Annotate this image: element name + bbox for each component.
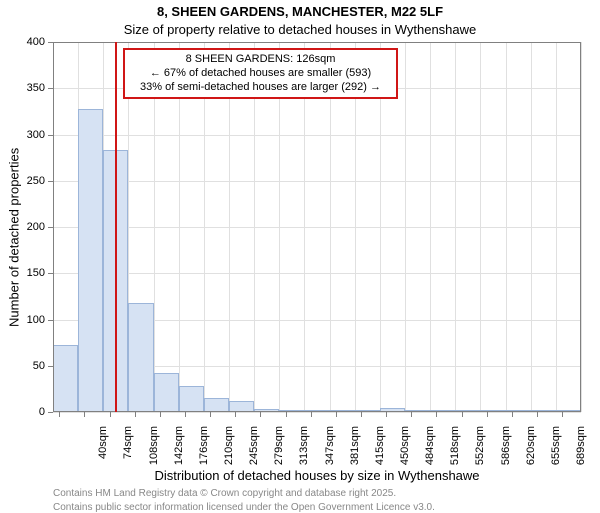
x-tick-label: 40sqm xyxy=(97,426,109,476)
x-tick-label: 108sqm xyxy=(148,426,160,476)
y-tick-label: 300 xyxy=(13,129,45,141)
axis-left xyxy=(53,42,54,412)
x-tick xyxy=(84,412,85,417)
gridline-h xyxy=(53,181,581,182)
histogram-bar xyxy=(78,109,103,412)
x-tick xyxy=(235,412,236,417)
x-tick xyxy=(462,412,463,417)
x-tick-label: 279sqm xyxy=(273,426,285,476)
x-tick-label: 484sqm xyxy=(424,426,436,476)
x-tick xyxy=(361,412,362,417)
gridline-v xyxy=(556,42,557,412)
chart-container: { "title": { "line1": "8, SHEEN GARDENS,… xyxy=(0,0,600,500)
x-tick-label: 210sqm xyxy=(223,426,235,476)
gridline-h xyxy=(53,273,581,274)
x-tick-label: 313sqm xyxy=(298,426,310,476)
footnote-line2: Contains public sector information licen… xyxy=(53,502,600,513)
histogram-bar xyxy=(204,398,229,412)
y-tick-label: 150 xyxy=(13,267,45,279)
x-tick xyxy=(311,412,312,417)
x-tick-label: 552sqm xyxy=(474,426,486,476)
gridline-v xyxy=(506,42,507,412)
x-tick-label: 415sqm xyxy=(374,426,386,476)
x-tick xyxy=(411,412,412,417)
x-tick xyxy=(210,412,211,417)
footnote-line1: Contains HM Land Registry data © Crown c… xyxy=(53,488,600,499)
x-tick-label: 245sqm xyxy=(248,426,260,476)
x-tick-label: 620sqm xyxy=(525,426,537,476)
y-tick-label: 0 xyxy=(13,406,45,418)
x-tick xyxy=(336,412,337,417)
axis-bottom xyxy=(53,411,581,412)
chart-title-line2: Size of property relative to detached ho… xyxy=(0,22,600,37)
x-tick xyxy=(286,412,287,417)
axis-top xyxy=(53,42,581,43)
x-tick xyxy=(562,412,563,417)
y-tick-label: 50 xyxy=(13,360,45,372)
x-tick-label: 586sqm xyxy=(500,426,512,476)
y-tick-label: 250 xyxy=(13,175,45,187)
x-tick-label: 450sqm xyxy=(399,426,411,476)
gridline-v xyxy=(581,42,582,412)
x-tick xyxy=(436,412,437,417)
x-tick-label: 518sqm xyxy=(449,426,461,476)
x-tick xyxy=(260,412,261,417)
y-tick-label: 350 xyxy=(13,82,45,94)
y-tick xyxy=(48,412,53,413)
x-tick xyxy=(386,412,387,417)
x-tick xyxy=(110,412,111,417)
callout-line: 8 SHEEN GARDENS: 126sqm xyxy=(131,53,390,67)
plot-area: 8 SHEEN GARDENS: 126sqm← 67% of detached… xyxy=(53,42,581,412)
x-tick-label: 655sqm xyxy=(550,426,562,476)
y-tick-label: 400 xyxy=(13,36,45,48)
gridline-v xyxy=(480,42,481,412)
x-tick-label: 142sqm xyxy=(173,426,185,476)
histogram-bar xyxy=(154,373,179,412)
gridline-h xyxy=(53,412,581,413)
gridline-h xyxy=(53,227,581,228)
gridline-h xyxy=(53,135,581,136)
x-tick xyxy=(512,412,513,417)
axis-right xyxy=(580,42,581,412)
x-tick xyxy=(135,412,136,417)
callout-line: 33% of semi-detached houses are larger (… xyxy=(131,81,390,95)
x-tick-label: 347sqm xyxy=(324,426,336,476)
x-tick xyxy=(537,412,538,417)
x-tick-label: 381sqm xyxy=(349,426,361,476)
x-tick-label: 689sqm xyxy=(575,426,587,476)
gridline-v xyxy=(455,42,456,412)
y-tick-label: 200 xyxy=(13,221,45,233)
chart-title-line1: 8, SHEEN GARDENS, MANCHESTER, M22 5LF xyxy=(0,4,600,19)
callout-line: ← 67% of detached houses are smaller (59… xyxy=(131,67,390,81)
histogram-bar xyxy=(179,386,204,412)
x-tick xyxy=(487,412,488,417)
x-tick-label: 176sqm xyxy=(198,426,210,476)
x-tick xyxy=(59,412,60,417)
gridline-v xyxy=(430,42,431,412)
gridline-v xyxy=(531,42,532,412)
callout-box: 8 SHEEN GARDENS: 126sqm← 67% of detached… xyxy=(123,48,398,99)
x-tick xyxy=(160,412,161,417)
subject-marker-line xyxy=(115,42,117,412)
histogram-bar xyxy=(53,345,78,412)
x-tick-label: 74sqm xyxy=(122,426,134,476)
histogram-bar xyxy=(128,303,153,412)
y-tick-label: 100 xyxy=(13,314,45,326)
x-tick xyxy=(185,412,186,417)
gridline-v xyxy=(405,42,406,412)
